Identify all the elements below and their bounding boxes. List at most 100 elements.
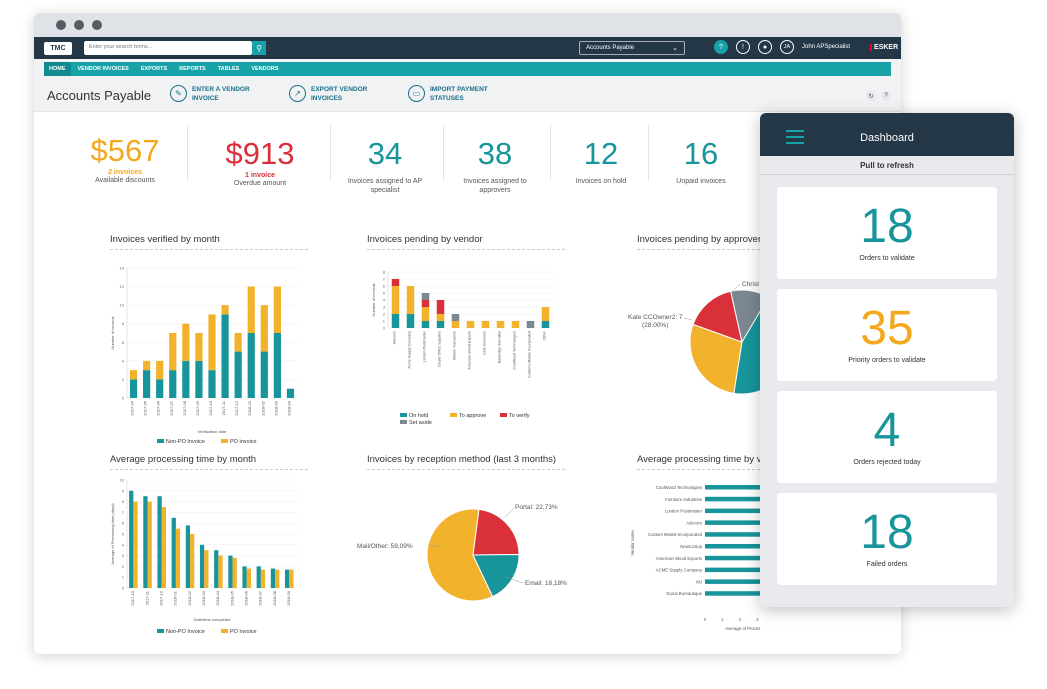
y-tick-label: 4 xyxy=(383,298,386,303)
user-name[interactable]: John APSpecialist xyxy=(802,44,851,50)
app-select[interactable]: Accounts Payable ⌄ xyxy=(579,41,685,55)
bar-segment xyxy=(129,370,138,380)
y-tick-label: ACME Supply Company xyxy=(656,568,703,573)
mobile-card-label: Orders rejected today xyxy=(853,459,921,466)
kpi-assigned-approvers[interactable]: 38 Invoices assigned to approvers xyxy=(449,136,541,195)
mobile-card-value: 4 xyxy=(873,404,901,457)
bar-segment xyxy=(436,314,445,321)
x-tick-label: 2018-06 xyxy=(243,590,248,605)
kpi-assigned-ap[interactable]: 34 Invoices assigned to AP specialist xyxy=(337,136,433,195)
nav-exports[interactable]: EXPORTS xyxy=(140,66,168,72)
bar-segment xyxy=(156,360,164,380)
mobile-card-orders-rejected[interactable]: 4 Orders rejected today xyxy=(777,391,997,483)
y-tick-label: 7 xyxy=(383,277,386,282)
bar xyxy=(275,569,280,588)
legend-entry: PO invoice xyxy=(230,439,257,445)
bar-segment xyxy=(406,286,415,314)
y-axis-label: Average of Processing time (days) xyxy=(110,503,115,565)
kpi-value: 12 xyxy=(583,136,619,171)
search-input[interactable]: Enter your search terms... xyxy=(84,41,252,55)
mobile-card-failed-orders[interactable]: 18 Failed orders xyxy=(777,493,997,585)
x-tick-label: Mobile Transports xyxy=(453,331,457,360)
avatar[interactable]: JA xyxy=(780,40,794,54)
pie-slice xyxy=(472,553,520,598)
x-tick-label: 2018-03 xyxy=(201,590,206,605)
kpi-on-hold[interactable]: 12 Invoices on hold xyxy=(560,136,642,186)
kpi-label: Invoices assigned to AP specialist xyxy=(347,178,423,194)
bar-segment xyxy=(541,321,550,328)
mobile-card-value: 18 xyxy=(860,506,914,559)
y-tick-label: 0 xyxy=(383,326,386,331)
lock-icon[interactable]: ● xyxy=(758,40,772,54)
bar-segment xyxy=(195,333,203,361)
legend-entry: On hold xyxy=(409,413,428,419)
bar xyxy=(260,569,266,588)
x-tick-label: 2018-09 xyxy=(286,590,291,605)
pie-label: Kate CCOwner2: 7 xyxy=(628,314,683,321)
y-tick-label: 8 xyxy=(122,499,125,504)
mobile-card-orders-to-validate[interactable]: 18 Orders to validate xyxy=(777,187,997,279)
hamburger-menu-icon[interactable] xyxy=(786,130,804,148)
y-tick-label: 14 xyxy=(120,266,125,271)
x-tick-label: Other xyxy=(543,330,547,340)
chart-title-rule xyxy=(367,469,565,470)
chart-avg-by-vendor: CoolWood Technologies Furniture Industrie… xyxy=(630,485,760,631)
divider xyxy=(550,125,551,180)
window-minimize-dot[interactable] xyxy=(74,20,84,30)
company-logo[interactable]: TMC xyxy=(44,41,72,55)
mobile-card-priority-orders[interactable]: 35 Priority orders to validate xyxy=(777,289,997,381)
y-tick-label: 8 xyxy=(122,321,125,326)
import-statuses-action[interactable]: ▭ IMPORT PAYMENT STATUSES xyxy=(408,85,500,103)
kpi-unpaid[interactable]: 16 Unpaid invoices xyxy=(660,136,742,186)
window-maximize-dot[interactable] xyxy=(92,20,102,30)
bar xyxy=(214,550,219,588)
divider xyxy=(443,125,444,180)
bar xyxy=(705,567,760,573)
kpi-overdue[interactable]: $913 1 invoice Overdue amount xyxy=(215,136,305,188)
bar xyxy=(129,490,134,588)
pie-leader xyxy=(504,507,515,518)
window-close-dot[interactable] xyxy=(56,20,66,30)
x-tick-label: 2017-05 xyxy=(143,400,148,415)
bar-segment xyxy=(421,300,430,307)
bar xyxy=(705,520,760,525)
question-icon[interactable]: ? xyxy=(881,91,891,101)
bar xyxy=(246,568,251,588)
x-tick-label: 2018-02 xyxy=(260,400,265,415)
y-tick-label: 0 xyxy=(122,586,125,591)
divider xyxy=(187,125,188,180)
x-tick-label: Customs Metals Incorporated xyxy=(528,331,532,378)
nav-vendors[interactable]: VENDORS xyxy=(251,66,279,72)
y-tick-label: Custom Metals Incorporated xyxy=(648,532,703,537)
legend-swatch xyxy=(450,413,457,417)
bar-segment xyxy=(247,286,255,333)
nav-tables[interactable]: TABLES xyxy=(217,66,240,72)
x-tick-label: 2017-10 xyxy=(208,400,213,415)
y-tick-label: 7 xyxy=(122,510,125,515)
chart-title-rule xyxy=(110,249,308,250)
nav-reports[interactable]: REPORTS xyxy=(179,66,206,72)
bar xyxy=(147,501,152,588)
bar-segment xyxy=(273,333,281,398)
y-tick-label: London Postmaster xyxy=(665,509,703,514)
export-invoices-action[interactable]: ↗ EXPORT VENDOR INVOICES xyxy=(289,85,381,103)
notification-icon[interactable]: ! xyxy=(736,40,750,54)
y-axis-label: Vendor name xyxy=(630,530,635,556)
search-icon[interactable]: ⚲ xyxy=(252,41,266,55)
bar xyxy=(705,579,760,584)
kpi-sub: 2 invoices xyxy=(108,169,142,176)
nav-bar: HOME VENDOR INVOICES EXPORTS REPORTS TAB… xyxy=(34,59,901,79)
legend-swatch xyxy=(221,439,228,443)
refresh-icon[interactable]: ↻ xyxy=(866,91,876,101)
pull-to-refresh[interactable]: Pull to refresh xyxy=(760,156,1014,175)
export-invoices-label: EXPORT VENDOR INVOICES xyxy=(311,86,368,102)
kpi-label: Invoices assigned to approvers xyxy=(463,178,527,194)
nav-vendor-invoices[interactable]: VENDOR INVOICES xyxy=(77,66,129,72)
bar-segment xyxy=(143,370,151,398)
help-icon[interactable]: ? xyxy=(714,40,728,54)
kpi-discounts[interactable]: $567 2 invoices Available discounts xyxy=(80,133,170,185)
enter-invoice-action[interactable]: ✎ ENTER A VENDOR INVOICE xyxy=(170,85,262,103)
bar-segment xyxy=(169,370,177,398)
nav-home[interactable]: HOME xyxy=(44,62,71,76)
bar xyxy=(228,555,233,588)
